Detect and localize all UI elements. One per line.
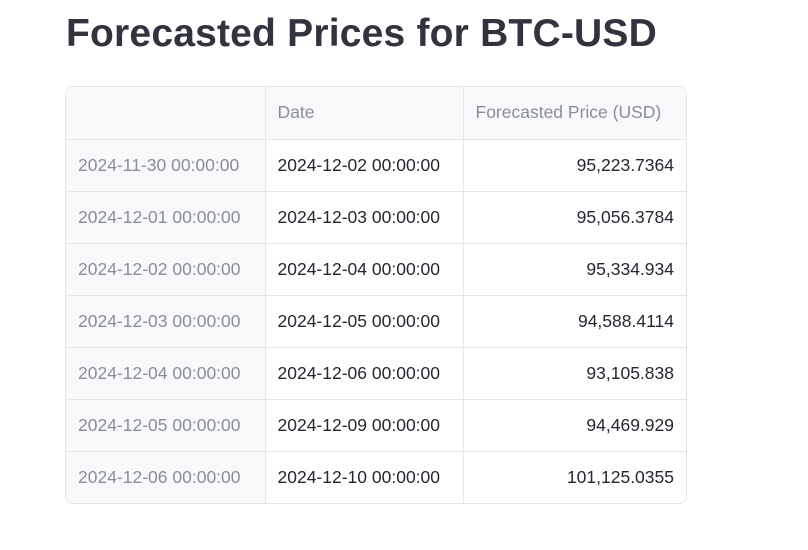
date-cell[interactable]: 2024-12-10 00:00:00 bbox=[265, 451, 464, 503]
row-index-cell[interactable]: 2024-12-05 00:00:00 bbox=[66, 399, 266, 452]
price-cell[interactable]: 101,125.0355 bbox=[566, 466, 674, 487]
page-title: Forecasted Prices for BTC-USD bbox=[66, 12, 657, 55]
date-cell[interactable]: 2024-12-06 00:00:00 bbox=[265, 347, 464, 400]
row-index-cell[interactable]: 2024-12-01 00:00:00 bbox=[66, 191, 266, 244]
date-cell[interactable]: 2024-12-03 00:00:00 bbox=[265, 191, 464, 244]
table-row: 2024-12-06 00:00:00 2024-12-10 00:00:00 … bbox=[66, 451, 686, 503]
forecast-table[interactable]: Date Forecasted Price (USD) 2024-11-30 0… bbox=[65, 86, 687, 504]
table-row: 2024-12-05 00:00:00 2024-12-09 00:00:00 … bbox=[66, 399, 686, 452]
price-cell[interactable]: 93,105.838 bbox=[463, 347, 686, 400]
row-index-cell[interactable]: 2024-12-06 00:00:00 bbox=[66, 451, 266, 503]
date-cell[interactable]: 2024-12-02 00:00:00 bbox=[265, 139, 464, 192]
table-row: 2024-12-04 00:00:00 2024-12-06 00:00:00 … bbox=[66, 347, 686, 400]
header-row: Date Forecasted Price (USD) bbox=[66, 87, 686, 140]
column-header-index[interactable] bbox=[66, 87, 266, 140]
table-row: 2024-12-03 00:00:00 2024-12-05 00:00:00 … bbox=[66, 295, 686, 348]
price-cell[interactable]: 95,223.7364 bbox=[463, 139, 686, 192]
table-row: 2024-12-02 00:00:00 2024-12-04 00:00:00 … bbox=[66, 243, 686, 296]
price-cell[interactable]: 95,334.934 bbox=[463, 243, 686, 296]
column-header-date[interactable]: Date bbox=[265, 87, 464, 140]
price-cell[interactable]: 94,469.929 bbox=[463, 399, 686, 452]
date-cell[interactable]: 2024-12-09 00:00:00 bbox=[265, 399, 464, 452]
row-index-cell[interactable]: 2024-12-02 00:00:00 bbox=[66, 243, 266, 296]
column-header-forecasted-price[interactable]: Forecasted Price (USD) bbox=[463, 87, 686, 140]
table-row: 2024-11-30 00:00:00 2024-12-02 00:00:00 … bbox=[66, 139, 686, 192]
row-index-cell[interactable]: 2024-11-30 00:00:00 bbox=[66, 139, 266, 192]
table-body: 2024-11-30 00:00:00 2024-12-02 00:00:00 … bbox=[66, 139, 686, 503]
row-index-cell[interactable]: 2024-12-04 00:00:00 bbox=[66, 347, 266, 400]
price-cell[interactable]: 94,588.4114 bbox=[463, 295, 686, 348]
price-cell[interactable]: 95,056.3784 bbox=[463, 191, 686, 244]
table-header: Date Forecasted Price (USD) bbox=[66, 87, 686, 140]
date-cell[interactable]: 2024-12-05 00:00:00 bbox=[265, 295, 464, 348]
row-index-cell[interactable]: 2024-12-03 00:00:00 bbox=[66, 295, 266, 348]
table-row: 2024-12-01 00:00:00 2024-12-03 00:00:00 … bbox=[66, 191, 686, 244]
date-cell[interactable]: 2024-12-04 00:00:00 bbox=[265, 243, 464, 296]
forecast-data-grid: Date Forecasted Price (USD) 2024-11-30 0… bbox=[66, 87, 686, 503]
